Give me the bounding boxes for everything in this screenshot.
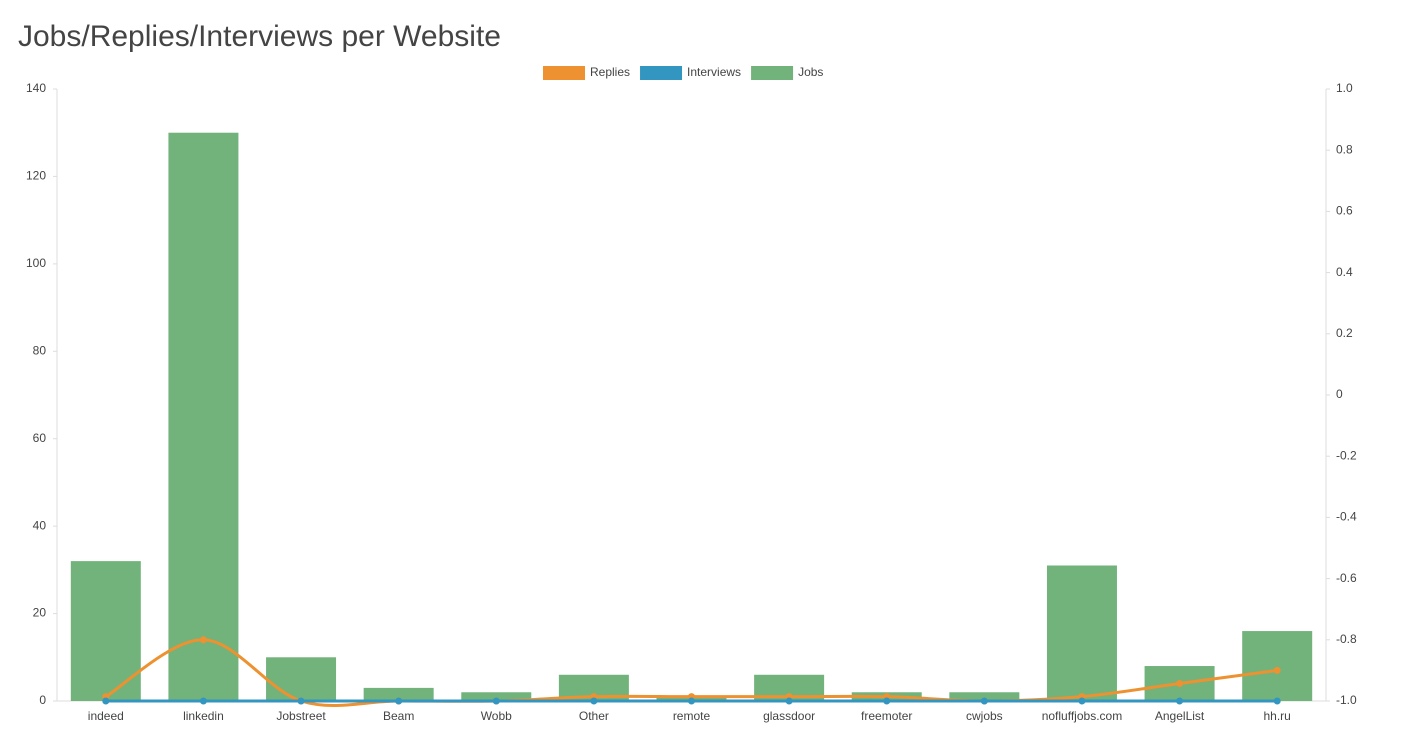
legend-swatch: [640, 66, 683, 80]
y-tick-label: 40: [33, 518, 47, 532]
point: [492, 697, 500, 705]
point: [297, 697, 305, 705]
y2-tick-label: 0.8: [1336, 142, 1353, 156]
x-tick-label: glassdoor: [763, 709, 815, 723]
y-tick-label: 0: [39, 693, 46, 707]
x-tick-label: indeed: [88, 709, 124, 723]
bar: [266, 657, 337, 701]
point: [395, 697, 403, 705]
point: [199, 697, 207, 705]
y2-tick-label: -0.2: [1336, 448, 1357, 462]
legend-label: Interviews: [687, 65, 741, 79]
y2-tick-label: 0: [1336, 387, 1343, 401]
x-tick-label: Other: [579, 709, 609, 723]
x-tick-label: linkedin: [183, 709, 224, 723]
point: [102, 697, 110, 705]
bar: [1242, 631, 1313, 701]
y-tick-label: 100: [26, 256, 46, 270]
legend-swatch: [543, 66, 585, 80]
y-tick-label: 140: [26, 81, 46, 95]
point: [688, 697, 695, 705]
point: [883, 697, 891, 705]
point: [1176, 697, 1184, 705]
y2-tick-label: -0.4: [1336, 510, 1357, 524]
bar: [168, 132, 239, 701]
y2-tick-label: 0.2: [1336, 326, 1353, 340]
y-tick-label: 120: [26, 169, 46, 183]
y2-tick-label: 0.4: [1336, 265, 1353, 279]
y-tick-label: 80: [33, 343, 47, 357]
y2-tick-label: -0.6: [1336, 571, 1357, 585]
y-tick-label: 60: [33, 431, 47, 445]
legend-swatch: [751, 66, 794, 80]
point: [590, 697, 598, 705]
x-tick-label: AngelList: [1155, 709, 1205, 723]
x-tick-label: remote: [673, 709, 711, 723]
legend-label: Replies: [590, 65, 630, 79]
point: [1078, 697, 1086, 705]
x-tick-label: hh.ru: [1264, 709, 1291, 723]
point: [1273, 697, 1281, 705]
y2-tick-label: -1.0: [1336, 693, 1357, 707]
chart-title: Jobs/Replies/Interviews per Website: [18, 20, 501, 53]
bar: [461, 692, 532, 701]
point: [1273, 666, 1281, 674]
legend-label: Jobs: [798, 65, 823, 79]
x-tick-label: Beam: [383, 709, 414, 723]
y2-tick-label: -0.8: [1336, 632, 1357, 646]
point: [785, 697, 793, 705]
x-tick-label: Jobstreet: [276, 709, 326, 723]
bar: [363, 687, 434, 701]
y-tick-label: 20: [33, 606, 47, 620]
point: [980, 697, 988, 705]
point: [1176, 680, 1184, 688]
bar: [949, 692, 1020, 701]
x-tick-label: cwjobs: [966, 709, 1003, 723]
y2-tick-label: 1.0: [1336, 81, 1353, 95]
y2-tick-label: 0.6: [1336, 204, 1353, 218]
x-tick-label: nofluffjobs.com: [1042, 709, 1123, 723]
x-tick-label: Wobb: [481, 709, 512, 723]
x-tick-label: freemoter: [861, 709, 912, 723]
point: [199, 636, 207, 644]
bar: [1046, 565, 1117, 701]
